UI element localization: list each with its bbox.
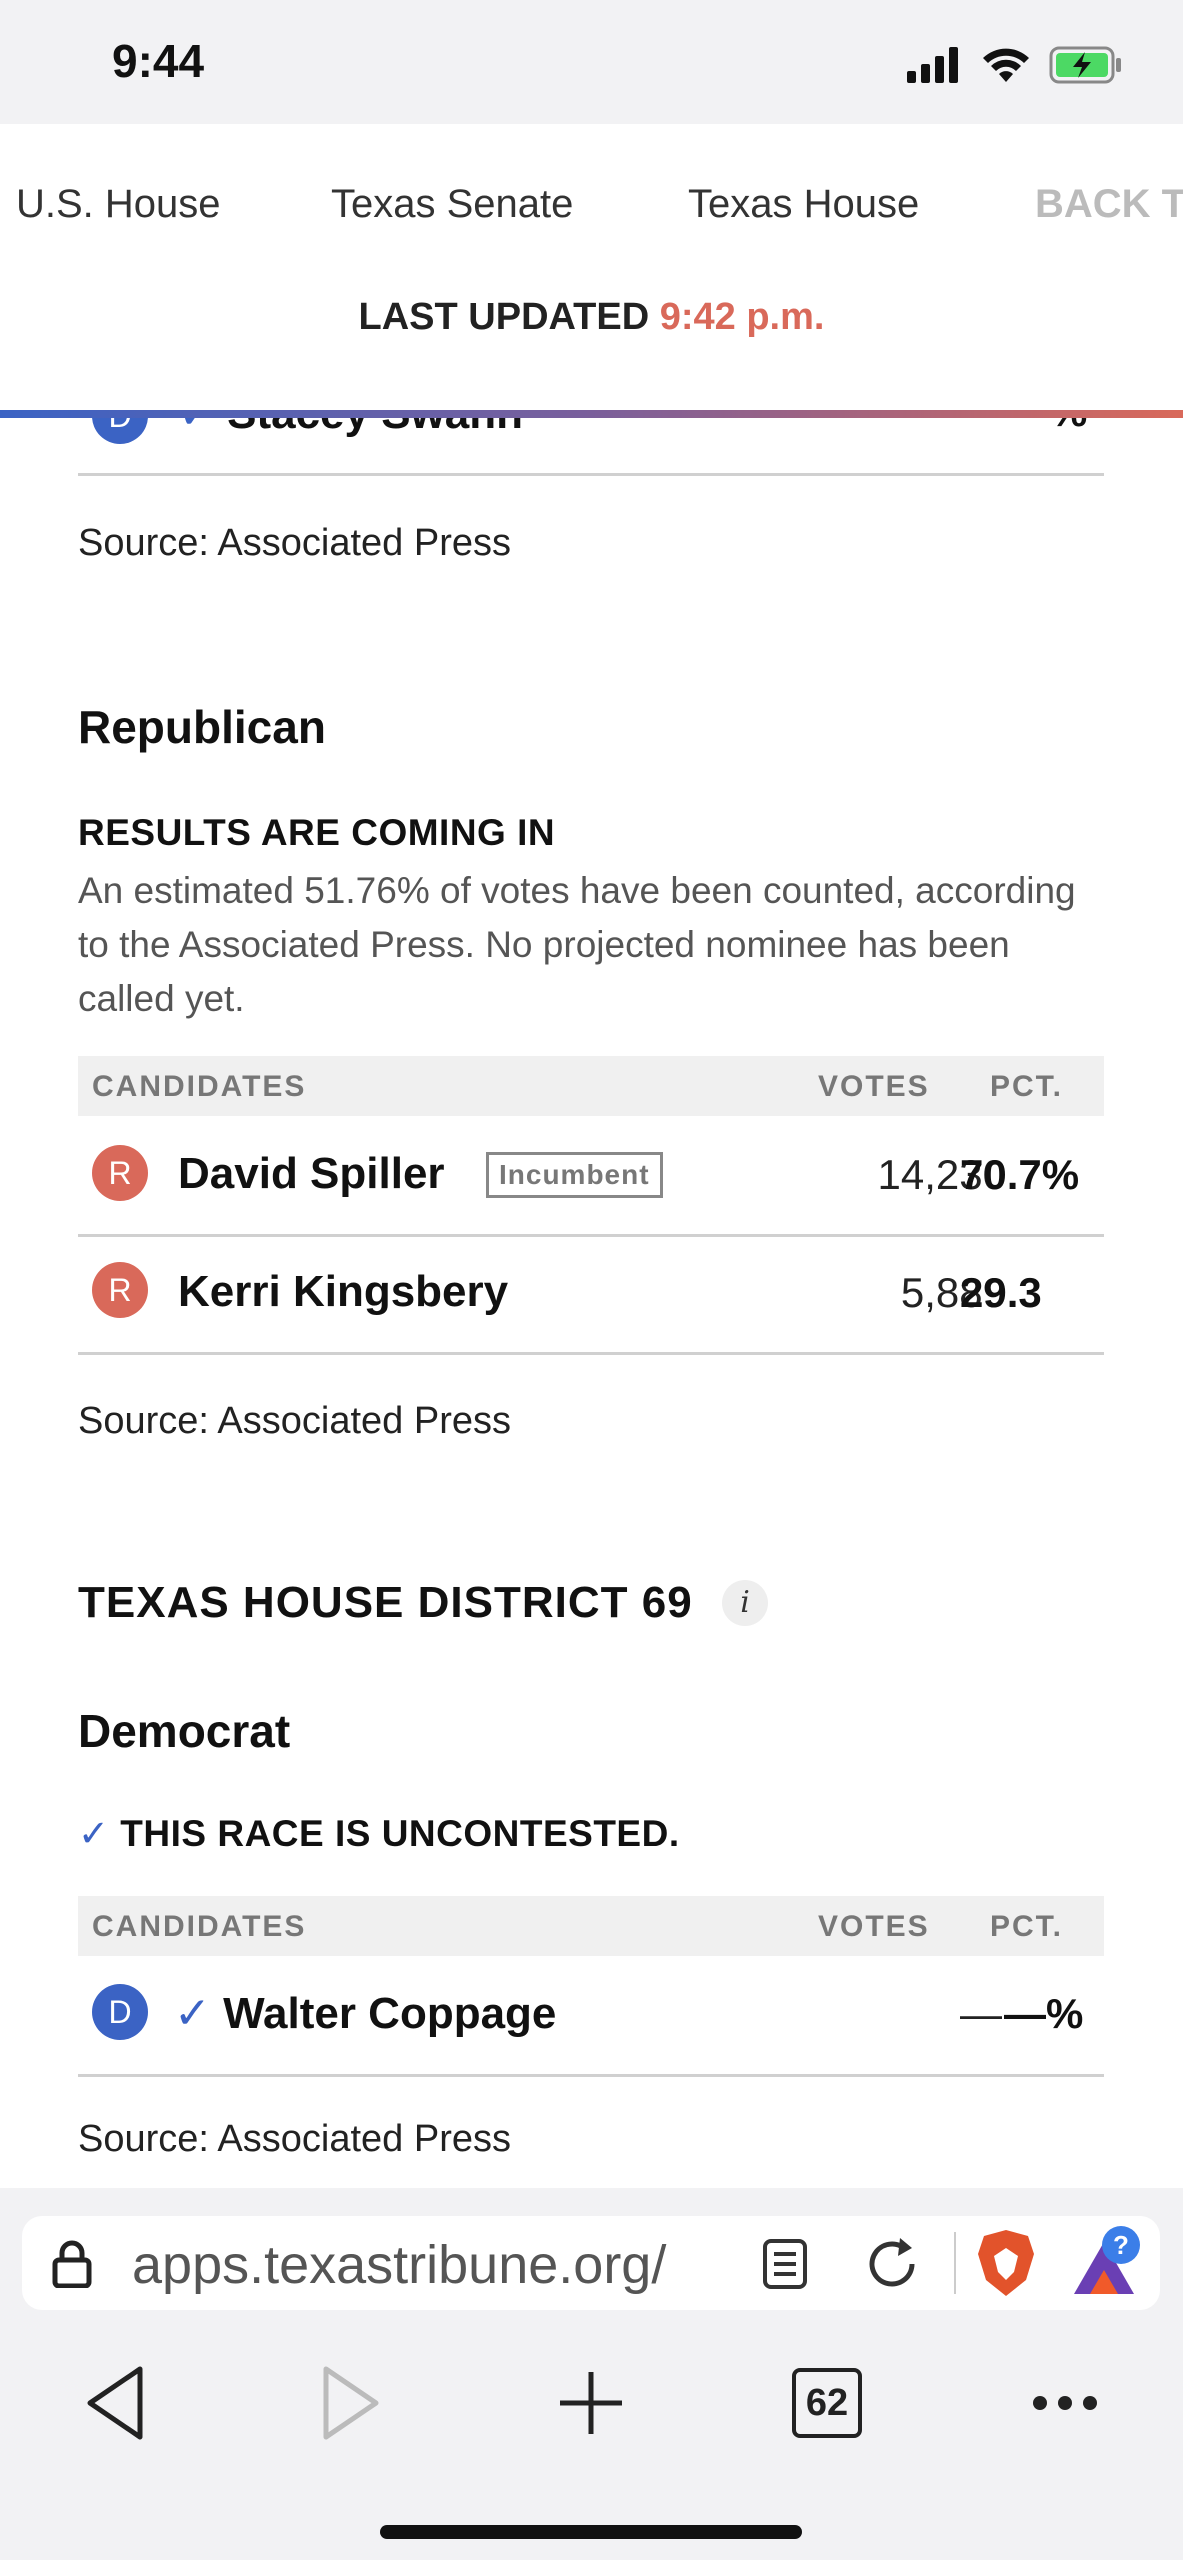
cellular-signal-icon <box>907 47 958 83</box>
district-title: TEXAS HOUSE DISTRICT 69 <box>78 1578 693 1627</box>
last-updated-label: LAST UPDATED <box>358 296 650 338</box>
header-pct: PCT. <box>990 1070 1064 1103</box>
tabs-button[interactable]: 62 <box>782 2358 872 2448</box>
home-indicator <box>380 2525 802 2539</box>
results-content: D ✓ Stacey Swann — —% Source: Associated… <box>0 418 1183 2188</box>
party-gradient-bar <box>0 410 1183 418</box>
lock-icon <box>52 2240 92 2288</box>
check-icon: ✓ <box>78 1813 110 1854</box>
candidate-pct: 70.7% <box>960 1151 1080 1198</box>
back-icon <box>87 2366 143 2440</box>
wifi-icon <box>983 48 1029 82</box>
candidate-votes: 14,230 <box>877 1151 1006 1198</box>
candidate-votes: — <box>960 1990 1002 2037</box>
race-status: RESULTS ARE COMING IN <box>78 812 556 853</box>
brave-shield-icon[interactable] <box>976 2228 1036 2298</box>
header-candidates: CANDIDATES <box>92 1910 307 1943</box>
candidate-pct: —% <box>1008 418 1087 436</box>
table-header: CANDIDATES VOTES PCT. <box>78 1056 1104 1116</box>
header-pct: PCT. <box>990 1910 1064 1943</box>
race-status-text: THIS RACE IS UNCONTESTED. <box>120 1813 680 1854</box>
tab-texas-senate[interactable]: Texas Senate <box>331 182 574 226</box>
plus-icon <box>560 2372 622 2434</box>
menu-button[interactable] <box>1020 2358 1110 2448</box>
divider <box>954 2232 956 2294</box>
battery-charging-icon <box>1049 46 1121 84</box>
district-heading: TEXAS HOUSE DISTRICT 69 i <box>78 1578 1104 1648</box>
race-tabs: U.S. House Texas Senate Texas House BACK… <box>0 124 1183 294</box>
tab-texas-house[interactable]: Texas House <box>688 182 920 226</box>
header-votes: VOTES <box>818 1910 930 1943</box>
clock: 9:44 <box>112 35 205 87</box>
race-status: ✓ THIS RACE IS UNCONTESTED. <box>78 1812 1104 1855</box>
status-bar: 9:44 <box>0 0 1183 124</box>
candidate-votes: 5,889 <box>900 1269 1006 1316</box>
address-bar[interactable]: apps.texastribune.org/ ? <box>22 2216 1160 2310</box>
source-note: Source: Associated Press <box>78 2118 511 2160</box>
info-icon[interactable]: i <box>722 1580 768 1626</box>
browser-chrome: apps.texastribune.org/ ? <box>0 2188 1183 2560</box>
tab-back-to-top[interactable]: BACK T <box>1035 182 1183 226</box>
url-text[interactable]: apps.texastribune.org/ <box>132 2235 667 2295</box>
republican-badge: R <box>92 1145 148 1201</box>
table-row: D ✓ Stacey Swann — —% <box>78 418 1104 476</box>
header-candidates: CANDIDATES <box>92 1070 307 1103</box>
republican-badge: R <box>92 1262 148 1318</box>
table-row: R David Spiller Incumbent 14,230 70.7% <box>78 1116 1104 1237</box>
table-row: D ✓ Walter Coppage — —% <box>78 1956 1104 2077</box>
rewards-button[interactable]: ? <box>1066 2226 1146 2302</box>
candidate-pct: 29.3 <box>960 1269 1042 1316</box>
race-description: An estimated 51.76% of votes have been c… <box>78 870 1076 1019</box>
source-note: Source: Associated Press <box>78 522 511 564</box>
candidate-name: ✓ Walter Coppage <box>174 1989 557 2038</box>
candidate-name: Kerri Kingsbery <box>178 1267 509 1316</box>
new-tab-button[interactable] <box>546 2358 636 2448</box>
incumbent-tag: Incumbent <box>486 1152 663 1198</box>
reload-icon[interactable] <box>862 2234 926 2294</box>
header-votes: VOTES <box>818 1070 930 1103</box>
candidate-votes: — <box>878 418 998 436</box>
party-heading: Democrat <box>78 1705 291 1757</box>
bat-rewards-icon <box>1074 2242 1134 2294</box>
party-heading: Republican <box>78 701 326 753</box>
candidate-name: ✓ Stacey Swann <box>178 418 523 439</box>
democrat-badge: D <box>92 1984 148 2040</box>
last-updated-time: 9:42 p.m. <box>659 296 825 338</box>
more-icon <box>1033 2396 1097 2410</box>
tab-count: 62 <box>792 2368 862 2438</box>
forward-icon <box>323 2366 379 2440</box>
table-header: CANDIDATES VOTES PCT. <box>78 1896 1104 1956</box>
candidate-pct: —% <box>1004 1990 1084 2037</box>
notification-badge: ? <box>1102 2226 1140 2264</box>
status-icons <box>907 40 1123 90</box>
results-nav: U.S. House Texas Senate Texas House BACK… <box>0 124 1183 410</box>
source-note: Source: Associated Press <box>78 1400 511 1442</box>
tab-us-house[interactable]: U.S. House <box>16 182 221 226</box>
reader-mode-icon[interactable] <box>762 2238 808 2290</box>
last-updated: LAST UPDATED 9:42 p.m. <box>0 296 1183 339</box>
table-row: R Kerri Kingsbery 5,889 29.3 <box>78 1234 1104 1355</box>
back-button[interactable] <box>70 2358 160 2448</box>
candidate-name: David Spiller <box>178 1149 445 1198</box>
check-icon: ✓ <box>174 1989 211 2038</box>
democrat-badge: D <box>92 418 148 444</box>
forward-button[interactable] <box>306 2358 396 2448</box>
